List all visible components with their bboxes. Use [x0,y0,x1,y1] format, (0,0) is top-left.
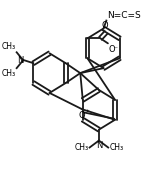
Text: CH₃: CH₃ [109,143,123,152]
Text: ⁻: ⁻ [114,44,117,53]
Text: O: O [109,45,116,54]
Text: CH₃: CH₃ [2,42,16,51]
Text: N=C=S: N=C=S [107,11,141,20]
Text: CH₃: CH₃ [75,143,89,152]
Text: N: N [96,140,102,150]
Text: ⁺: ⁺ [86,110,90,116]
Text: O: O [79,111,86,120]
Text: O: O [102,21,108,30]
Text: N: N [17,56,23,65]
Text: CH₃: CH₃ [2,69,16,78]
